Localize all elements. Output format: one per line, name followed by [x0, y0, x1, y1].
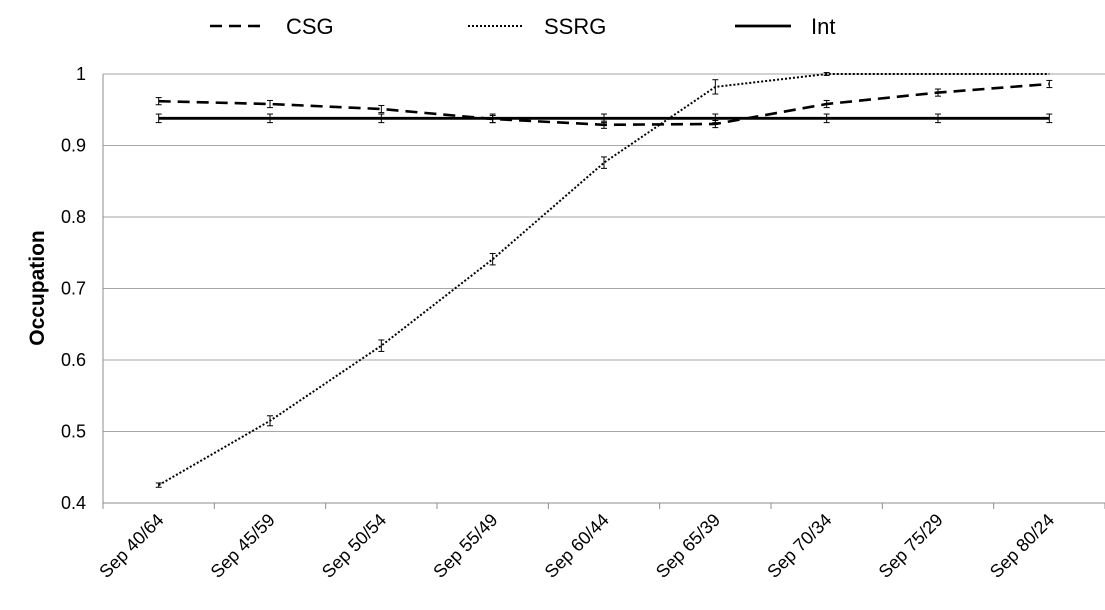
- y-tick-label: 0.8: [61, 207, 86, 227]
- y-tick-label: 0.6: [61, 350, 86, 370]
- error-bar-int: [601, 113, 607, 124]
- series-line-ssrg: [158, 73, 1050, 486]
- y-axis-label: Occupation: [26, 230, 49, 346]
- error-bar-csg: [155, 97, 162, 106]
- axes: [102, 74, 1105, 509]
- error-bar-int: [378, 113, 385, 124]
- x-tick-label: Sep 45/59: [207, 510, 279, 582]
- legend-label: CSG: [286, 14, 334, 39]
- error-bar-csg: [1046, 79, 1053, 89]
- error-bar-ssrg: [712, 79, 719, 95]
- x-tick-label: Sep 55/49: [429, 510, 501, 582]
- legend: CSG SSRG Int: [210, 14, 835, 39]
- error-bar-ssrg: [601, 156, 607, 169]
- y-tick-label: 0.7: [61, 279, 86, 299]
- error-bar-csg: [267, 99, 273, 109]
- error-bar-csg: [823, 99, 830, 109]
- x-tick-label: Sep 70/34: [763, 510, 835, 582]
- legend-item-int: Int: [735, 14, 835, 39]
- y-tick-label: 0.9: [61, 136, 86, 156]
- x-tick-label: Sep 80/24: [986, 510, 1058, 582]
- y-tick-label: 0.4: [61, 493, 86, 513]
- series-lines: [158, 73, 1050, 486]
- error-bar-int: [155, 113, 162, 124]
- x-tick-label: Sep 65/39: [652, 510, 724, 582]
- x-tick-label: Sep 50/54: [318, 510, 390, 582]
- error-bar-ssrg: [155, 482, 162, 488]
- error-bar-int: [489, 113, 496, 124]
- legend-label: SSRG: [544, 14, 606, 39]
- x-tick-label: Sep 60/44: [541, 510, 613, 582]
- error-bars: [155, 72, 1053, 488]
- error-bar-int: [1046, 113, 1053, 124]
- error-bar-csg: [935, 88, 941, 97]
- x-tick-labels: Sep 40/64 Sep 45/59 Sep 50/54 Sep 55/49 Sep …: [95, 510, 1058, 582]
- x-tick-label: Sep 75/29: [875, 510, 947, 582]
- error-bar-ssrg: [489, 252, 496, 266]
- x-tick-label: Sep 40/64: [95, 510, 167, 582]
- error-bar-ssrg: [823, 72, 830, 76]
- error-bar-int: [712, 113, 719, 124]
- legend-item-ssrg: SSRG: [468, 14, 606, 39]
- legend-label: Int: [811, 14, 835, 39]
- error-bar-ssrg: [378, 339, 385, 352]
- gridlines: [103, 73, 1105, 432]
- error-bar-csg: [378, 104, 385, 114]
- error-bar-int: [267, 113, 273, 124]
- error-bar-ssrg: [267, 415, 273, 427]
- legend-item-csg: CSG: [210, 14, 334, 39]
- error-bar-int: [823, 113, 830, 124]
- y-tick-labels: 0.4 0.5 0.6 0.7 0.8 0.9 1: [61, 64, 86, 513]
- y-tick-label: 1: [76, 64, 86, 84]
- error-bar-int: [935, 113, 941, 124]
- y-tick-label: 0.5: [61, 422, 86, 442]
